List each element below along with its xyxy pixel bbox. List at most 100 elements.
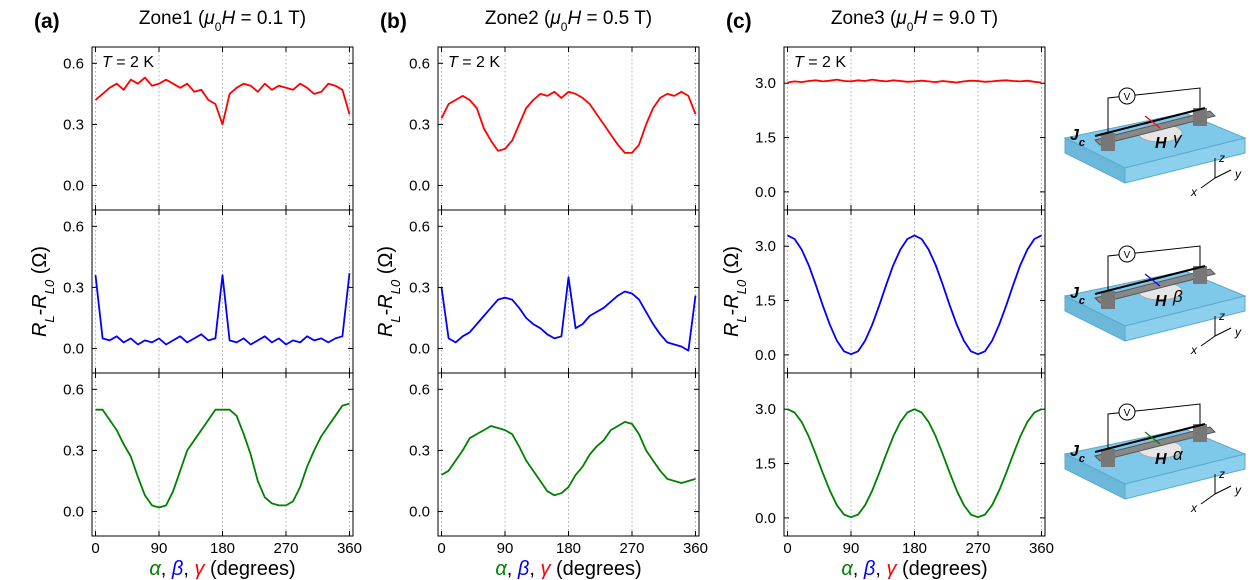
x-label-part: (degrees) bbox=[204, 558, 295, 580]
title-part: 0 bbox=[215, 20, 222, 34]
pad-left bbox=[1101, 291, 1115, 309]
title-part: μ bbox=[203, 8, 215, 29]
data-line bbox=[94, 273, 351, 346]
y-tick-label: 0.3 bbox=[409, 279, 430, 296]
y-tick-label: 0.3 bbox=[409, 116, 430, 133]
current-subscript: c bbox=[1079, 453, 1085, 465]
y-label-part: (Ω) bbox=[375, 246, 397, 280]
y-tick-label: 0.6 bbox=[409, 218, 430, 235]
voltmeter-label: V bbox=[1124, 250, 1131, 261]
x-tick-label: 90 bbox=[151, 540, 168, 557]
x-label-part: γ bbox=[886, 558, 897, 580]
x-tick-label: 360 bbox=[337, 540, 362, 557]
pad-right bbox=[1193, 424, 1207, 442]
x-tick-label: 0 bbox=[783, 540, 791, 557]
x-label-part: , bbox=[875, 558, 886, 580]
angle-arrow bbox=[1144, 115, 1161, 129]
x-label-part: γ bbox=[540, 558, 551, 580]
angle-label: γ bbox=[1173, 129, 1183, 148]
y-label-part: L0 bbox=[42, 279, 57, 294]
wire bbox=[1107, 245, 1201, 291]
x-axis-label: α, β, γ (degrees) bbox=[841, 558, 987, 580]
x-label-part: , bbox=[529, 558, 540, 580]
current-subscript: c bbox=[1079, 295, 1085, 307]
y-axis-label: RL-RL0 (Ω) bbox=[29, 246, 57, 337]
x-tick-label: 270 bbox=[619, 540, 644, 557]
y-label-part: R bbox=[721, 294, 743, 308]
electrode-bar bbox=[1094, 110, 1216, 146]
annotation-symbol: T bbox=[102, 54, 113, 71]
y-tick-label: 0.0 bbox=[755, 510, 776, 527]
y-tick-label: 0.6 bbox=[63, 55, 84, 72]
title-part: Zone3 ( bbox=[831, 8, 897, 29]
voltmeter bbox=[1118, 245, 1136, 263]
data-line bbox=[95, 402, 350, 509]
y-axis-label: RL-RL0 (Ω) bbox=[721, 246, 749, 337]
current-subscript: c bbox=[1079, 137, 1085, 149]
x-axis-label: α, β, γ (degrees) bbox=[495, 558, 641, 580]
x-tick-label: 180 bbox=[556, 540, 581, 557]
axis-label: z bbox=[1218, 151, 1225, 165]
pad-left bbox=[1101, 449, 1115, 467]
y-label-part: R bbox=[29, 294, 51, 308]
panel-title: Zone2 (μ0H = 0.5 T) bbox=[485, 8, 652, 34]
current-arrow bbox=[1094, 107, 1206, 137]
y-tick-label: 0.3 bbox=[63, 116, 84, 133]
x-label-part: β bbox=[863, 558, 875, 580]
angle-label: β bbox=[1172, 287, 1183, 306]
x-axis-label: α, β, γ (degrees) bbox=[149, 558, 295, 580]
x-tick-label: 270 bbox=[965, 540, 990, 557]
axis-label: y bbox=[1234, 167, 1242, 181]
y-label-part: - bbox=[29, 309, 51, 316]
x-tick-label: 270 bbox=[273, 540, 298, 557]
y-tick-label: 0.0 bbox=[409, 504, 430, 521]
annotation: T = 2 K bbox=[448, 54, 500, 71]
field-label: H bbox=[1155, 135, 1167, 152]
data-line bbox=[440, 90, 697, 154]
electrode-bar bbox=[1094, 426, 1216, 462]
panel-title: Zone3 (μ0H = 9.0 T) bbox=[831, 8, 998, 34]
title-part: = 0.1 T) bbox=[235, 8, 306, 29]
angle-label: α bbox=[1173, 445, 1184, 464]
panel-label: (b) bbox=[380, 10, 407, 33]
pad-left bbox=[1101, 133, 1115, 151]
x-tick-label: 0 bbox=[437, 540, 445, 557]
data-line bbox=[94, 76, 351, 126]
x-tick-label: 90 bbox=[497, 540, 514, 557]
axis-label: y bbox=[1234, 483, 1242, 497]
annotation-text: = 2 K bbox=[804, 54, 847, 71]
title-part: μ bbox=[549, 8, 561, 29]
y-label-part: L0 bbox=[734, 279, 749, 294]
y-tick-label: 0.0 bbox=[63, 341, 84, 358]
current-arrow bbox=[1094, 265, 1206, 295]
y-tick-label: 0.0 bbox=[63, 178, 84, 195]
y-label-part: L bbox=[734, 315, 749, 322]
y-tick-label: 1.5 bbox=[755, 130, 776, 147]
axes bbox=[1200, 158, 1232, 189]
plot-frame bbox=[91, 372, 354, 537]
title-part: Zone2 ( bbox=[485, 8, 551, 29]
annotation-symbol: T bbox=[794, 54, 805, 71]
axes bbox=[1200, 316, 1232, 347]
x-label-part: α bbox=[841, 558, 853, 580]
data-line bbox=[787, 78, 1042, 84]
axis-label: y bbox=[1234, 325, 1242, 339]
y-label-part: (Ω) bbox=[721, 246, 743, 280]
y-label-part: L bbox=[388, 315, 403, 322]
x-label-part: α bbox=[495, 558, 507, 580]
axis-label: z bbox=[1218, 467, 1225, 481]
title-part: μ bbox=[895, 8, 907, 29]
substrate-side bbox=[1124, 295, 1246, 342]
y-tick-label: 1.5 bbox=[755, 456, 776, 473]
voltmeter-label: V bbox=[1124, 408, 1131, 419]
annotation-text: = 2 K bbox=[112, 54, 155, 71]
title-part: H bbox=[221, 8, 235, 29]
y-label-part: (Ω) bbox=[29, 246, 51, 280]
x-tick-label: 90 bbox=[843, 540, 860, 557]
voltmeter bbox=[1118, 87, 1136, 105]
x-label-part: β bbox=[517, 558, 529, 580]
title-part: 0 bbox=[561, 20, 568, 34]
y-tick-label: 0.0 bbox=[409, 341, 430, 358]
y-tick-label: 0.0 bbox=[409, 178, 430, 195]
